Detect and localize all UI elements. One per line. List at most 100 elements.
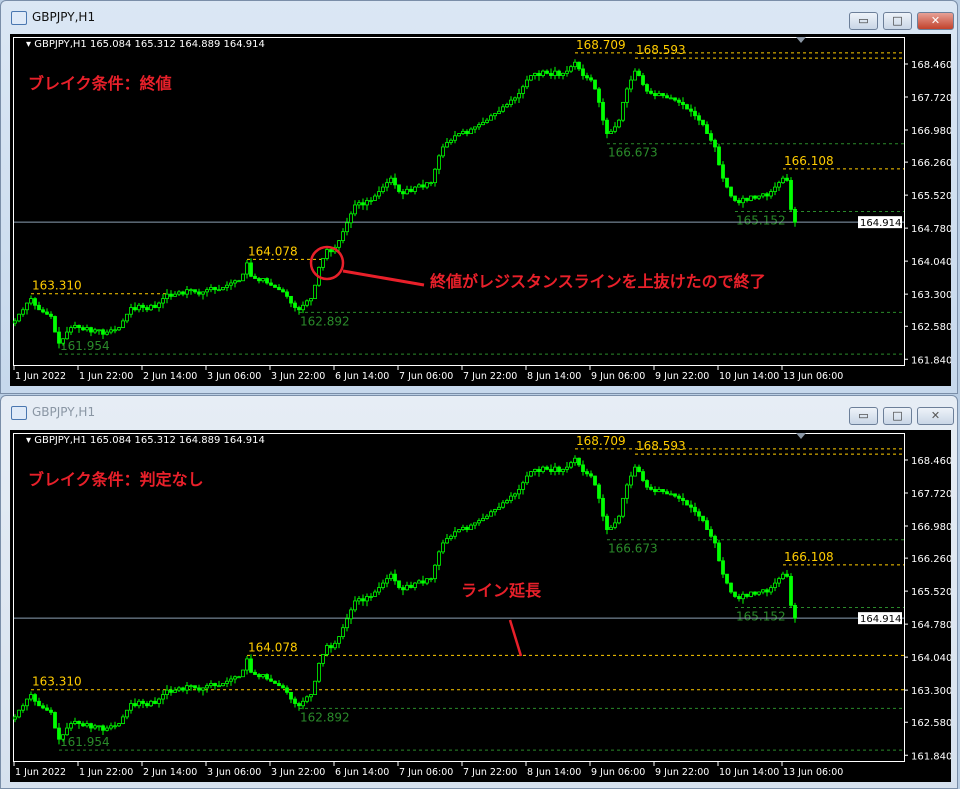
bull-candle [749, 195, 753, 201]
resistance-label: 164.078 [248, 244, 298, 258]
bull-candle [309, 694, 313, 698]
bear-candle [793, 604, 797, 619]
bull-candle [757, 195, 761, 199]
bull-candle [377, 191, 381, 197]
bear-candle [273, 284, 277, 288]
maximize-button[interactable]: □ [883, 407, 912, 425]
bull-candle [533, 72, 537, 76]
bull-candle [485, 119, 489, 123]
bull-candle [305, 300, 309, 306]
bull-candle [513, 493, 517, 497]
bear-candle [33, 694, 37, 702]
bull-candle [205, 685, 209, 689]
bull-candle [565, 466, 569, 470]
chart-window-top: GBPJPY,H1 ▭ □ ✕ 168.460 167.720 166.980 166… [0, 0, 958, 394]
bear-candle [329, 645, 333, 649]
current-price-box [858, 612, 902, 625]
bull-candle [445, 142, 449, 148]
bear-candle [289, 295, 293, 304]
bull-candle [509, 99, 513, 105]
bull-candle [121, 716, 125, 724]
bull-candle [509, 495, 513, 501]
bear-candle [169, 293, 173, 297]
bear-candle [685, 500, 689, 506]
bull-candle [773, 186, 777, 192]
bull-candle [325, 249, 329, 259]
title-bar[interactable]: GBPJPY,H1 ▭ □ ✕ [1, 1, 957, 33]
bull-candle [217, 289, 221, 292]
bull-candle [233, 676, 237, 680]
bear-candle [557, 70, 561, 76]
bull-candle [385, 578, 389, 584]
bear-candle [601, 101, 605, 121]
bear-candle [37, 304, 41, 311]
bull-candle [389, 177, 393, 184]
bull-candle [573, 457, 577, 464]
bear-candle [297, 307, 301, 311]
bull-candle [425, 182, 429, 188]
bull-candle [749, 591, 753, 597]
bear-candle [705, 520, 709, 530]
support-label: 162.892 [300, 314, 350, 328]
bull-candle [173, 293, 177, 297]
bull-candle [29, 298, 33, 304]
bear-candle [581, 464, 585, 472]
x-tick-label: 1 Jun 22:00 [79, 767, 133, 778]
bear-candle [181, 291, 185, 295]
bear-candle [601, 497, 605, 517]
bull-candle [389, 573, 393, 580]
close-button[interactable]: ✕ [917, 12, 954, 30]
y-tick-label: 164.040 [911, 257, 951, 268]
bull-candle [741, 197, 745, 204]
bull-candle [225, 284, 229, 288]
bear-candle [293, 302, 297, 308]
x-tick-label: 9 Jun 06:00 [591, 371, 645, 382]
bull-candle [497, 506, 501, 510]
bull-candle [761, 589, 765, 593]
bull-candle [61, 338, 65, 344]
bear-candle [421, 580, 425, 584]
bull-candle [501, 106, 505, 112]
resistance-label: 166.108 [784, 550, 834, 564]
bull-candle [337, 240, 341, 248]
bear-candle [193, 685, 197, 689]
bull-candle [129, 703, 133, 711]
bull-candle [321, 258, 325, 268]
x-tick-label: 10 Jun 14:00 [719, 767, 779, 778]
close-button[interactable]: ✕ [917, 407, 954, 425]
bull-candle [761, 193, 765, 197]
support-label: 161.954 [60, 339, 110, 353]
bear-candle [649, 90, 653, 94]
bull-candle [629, 475, 633, 486]
bull-candle [165, 689, 169, 695]
x-tick-label: 1 Jun 2022 [15, 767, 66, 778]
support-label: 166.673 [608, 542, 658, 556]
chart-area[interactable]: 168.460 167.720 166.980 166.260 165.520 164.7… [10, 34, 951, 386]
bull-candle [633, 70, 637, 81]
bull-candle [261, 278, 265, 282]
bull-candle [741, 593, 745, 600]
support-label: 165.152 [736, 610, 786, 624]
bull-candle [125, 313, 129, 322]
bear-candle [725, 573, 729, 584]
bull-candle [21, 705, 25, 711]
bull-candle [553, 466, 557, 472]
chart-area[interactable]: 168.460 167.720 166.980 166.260 165.520 164.7… [10, 430, 951, 782]
title-bar[interactable]: GBPJPY,H1 ▭ □ ✕ [1, 396, 957, 428]
bull-candle [533, 468, 537, 472]
bear-candle [641, 75, 645, 85]
x-tick-label: 2 Jun 14:00 [143, 767, 197, 778]
x-tick-label: 9 Jun 22:00 [655, 767, 709, 778]
y-tick-label: 163.300 [911, 686, 951, 697]
bear-candle [597, 484, 601, 499]
bear-candle [81, 327, 85, 331]
minimize-button[interactable]: ▭ [849, 12, 878, 30]
minimize-button[interactable]: ▭ [849, 407, 878, 425]
bear-candle [41, 705, 45, 709]
bear-candle [545, 466, 549, 470]
resistance-label: 168.709 [576, 434, 626, 448]
bull-candle [449, 535, 453, 539]
bear-candle [397, 184, 401, 192]
maximize-button[interactable]: □ [883, 12, 912, 30]
bear-candle [597, 88, 601, 103]
